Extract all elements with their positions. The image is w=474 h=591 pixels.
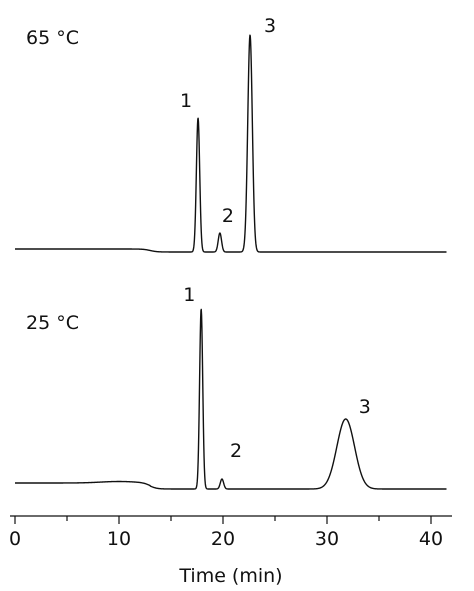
x-tick-label-30: 30 [315,528,339,550]
peak-label-65c-3: 3 [264,15,276,37]
panel-25c: 25 °C 1 2 3 [14,284,447,490]
panel-label-25c: 25 °C [26,312,79,334]
x-tick-label-40: 40 [419,528,443,550]
x-tick-label-0: 0 [9,528,21,550]
peak-label-25c-3: 3 [359,396,371,418]
peak-label-25c-1: 1 [183,284,195,306]
x-axis: 0 10 20 30 40 Time (min) [9,515,452,587]
x-tick-label-20: 20 [211,528,235,550]
peak-label-25c-2: 2 [230,440,242,462]
panel-65c: 65 °C 1 2 3 [14,15,447,253]
peak-label-65c-1: 1 [180,90,192,112]
x-axis-title: Time (min) [178,565,282,587]
panel-label-65c: 65 °C [26,27,79,49]
trace-65c [14,34,447,253]
peak-label-65c-2: 2 [222,205,234,227]
trace-25c [14,308,447,490]
x-tick-label-10: 10 [107,528,131,550]
